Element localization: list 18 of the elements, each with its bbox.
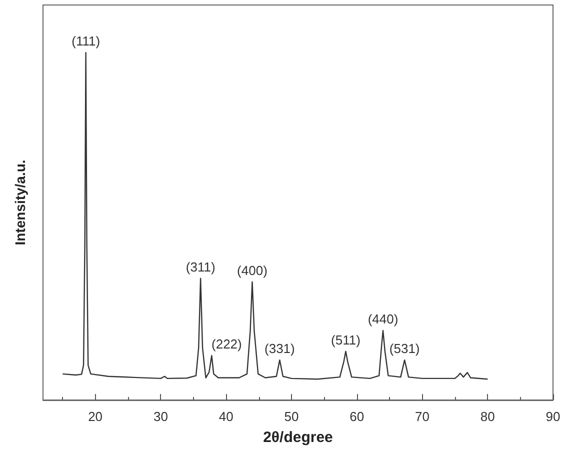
annotation: (331) xyxy=(264,341,295,356)
x-tick-label: 30 xyxy=(153,409,168,424)
annotation: (511) xyxy=(331,332,360,348)
annotation: (311) xyxy=(186,259,216,274)
annotation: (531) xyxy=(389,341,420,356)
x-tick-label: 20 xyxy=(88,409,103,424)
x-tick-label: 80 xyxy=(480,409,495,424)
annotation: (111) xyxy=(72,34,100,49)
annotation: (222) xyxy=(212,336,242,352)
x-tick-label: 40 xyxy=(218,409,234,424)
x-tick-label: 90 xyxy=(546,409,560,424)
annotation: (400) xyxy=(237,262,268,278)
y-axis-title: Intensity/a.u. xyxy=(12,160,28,246)
x-tick-label: 60 xyxy=(350,409,364,424)
x-tick-label: 70 xyxy=(414,409,430,424)
x-tick-label: 50 xyxy=(284,409,299,424)
x-axis-title: 2θ/degree xyxy=(263,429,333,446)
annotation: (440) xyxy=(368,312,398,327)
